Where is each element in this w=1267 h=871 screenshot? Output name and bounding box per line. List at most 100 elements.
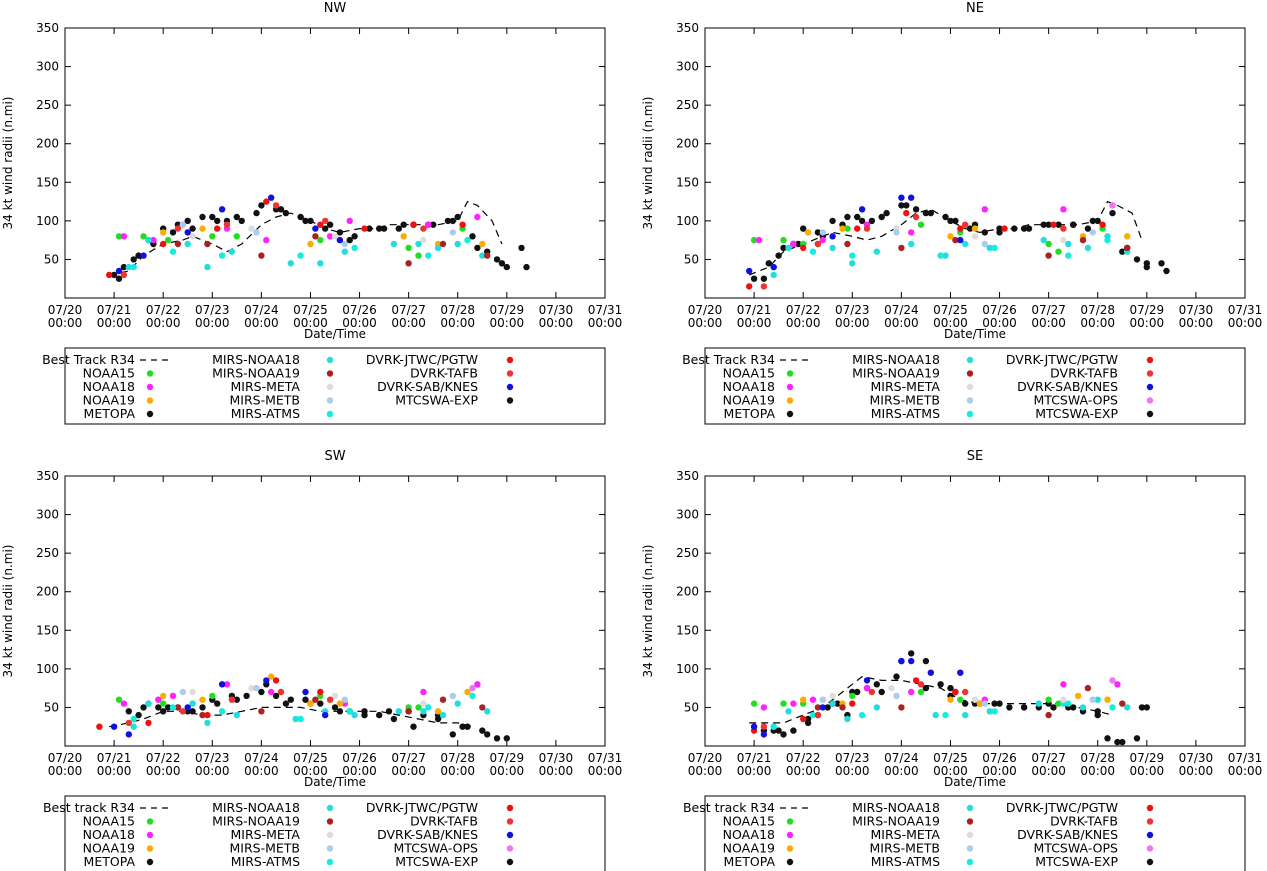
data-point bbox=[410, 723, 417, 730]
data-point bbox=[405, 260, 412, 267]
data-point bbox=[1133, 256, 1141, 263]
data-point bbox=[253, 684, 260, 692]
data-point bbox=[415, 240, 422, 248]
data-point bbox=[484, 252, 491, 259]
data-point bbox=[155, 704, 162, 711]
data-point bbox=[922, 684, 930, 692]
legend-label: MIRS-META bbox=[870, 827, 940, 842]
legend-label: DVRK-JTWC/PGTW bbox=[1006, 352, 1118, 367]
x-tick-time: 00:00 bbox=[786, 316, 821, 330]
data-point bbox=[780, 700, 787, 707]
data-point bbox=[800, 225, 807, 232]
data-point bbox=[204, 719, 211, 727]
legend-label: METOPA bbox=[84, 854, 136, 869]
data-point bbox=[981, 229, 988, 236]
legend-label: NOAA18 bbox=[723, 379, 775, 394]
data-point bbox=[775, 252, 782, 259]
data-point bbox=[912, 206, 920, 213]
data-point bbox=[1060, 236, 1067, 244]
data-point bbox=[135, 711, 142, 719]
data-point bbox=[844, 225, 851, 232]
data-point bbox=[1094, 708, 1101, 715]
data-point bbox=[849, 700, 856, 707]
data-point bbox=[160, 708, 167, 715]
y-tick-label: 50 bbox=[44, 252, 59, 266]
data-point bbox=[336, 700, 344, 707]
data-point bbox=[1055, 700, 1062, 707]
x-tick-date: 07/29 bbox=[490, 751, 525, 765]
legend-label: MIRS-METB bbox=[230, 393, 301, 408]
data-point bbox=[189, 233, 196, 240]
data-point bbox=[858, 217, 866, 225]
data-point bbox=[272, 677, 280, 684]
data-point bbox=[1070, 221, 1077, 228]
data-point bbox=[223, 221, 231, 228]
data-point bbox=[420, 708, 427, 715]
legend-label: NOAA19 bbox=[723, 393, 775, 408]
data-point bbox=[888, 684, 895, 692]
legend-label: MTCSWA-EXP bbox=[1035, 406, 1118, 421]
legend-label: NOAA15 bbox=[83, 366, 135, 381]
data-point bbox=[996, 700, 1003, 707]
legend-symbol bbox=[786, 858, 794, 866]
x-tick-time: 00:00 bbox=[933, 764, 968, 778]
data-point bbox=[981, 700, 988, 707]
data-point bbox=[898, 194, 905, 201]
data-point bbox=[1050, 704, 1057, 711]
data-point bbox=[493, 735, 501, 742]
x-tick-time: 00:00 bbox=[244, 316, 279, 330]
data-point bbox=[361, 225, 368, 232]
data-point bbox=[991, 708, 998, 715]
legend-symbol bbox=[786, 370, 794, 377]
data-point bbox=[336, 229, 344, 236]
data-point bbox=[829, 217, 836, 225]
data-point bbox=[1124, 233, 1131, 240]
data-point bbox=[218, 681, 226, 688]
x-tick-date: 07/29 bbox=[1130, 751, 1165, 765]
data-point bbox=[829, 700, 836, 707]
data-point bbox=[474, 681, 481, 688]
data-point bbox=[1109, 209, 1116, 217]
data-point bbox=[248, 225, 255, 232]
data-point bbox=[223, 681, 231, 688]
data-point bbox=[302, 688, 309, 696]
data-point bbox=[430, 221, 437, 228]
legend-symbol bbox=[1146, 410, 1154, 418]
y-tick-label: 50 bbox=[684, 700, 699, 714]
data-point bbox=[1035, 700, 1042, 707]
data-point bbox=[981, 206, 988, 213]
data-point bbox=[908, 229, 915, 236]
data-point bbox=[893, 673, 900, 680]
x-tick-time: 00:00 bbox=[1228, 764, 1263, 778]
legend-symbol bbox=[146, 845, 154, 852]
y-tick-label: 200 bbox=[676, 585, 699, 599]
data-point bbox=[942, 711, 949, 719]
data-point bbox=[1025, 225, 1033, 232]
legend-symbol bbox=[326, 845, 334, 852]
legend-symbol bbox=[966, 831, 974, 839]
data-point bbox=[317, 688, 324, 696]
x-tick-time: 00:00 bbox=[588, 316, 623, 330]
x-tick-date: 07/28 bbox=[1080, 751, 1115, 765]
data-point bbox=[439, 240, 447, 248]
x-tick-date: 07/22 bbox=[146, 751, 181, 765]
data-point bbox=[233, 213, 240, 221]
data-point bbox=[420, 225, 427, 232]
data-point bbox=[868, 688, 876, 696]
data-point bbox=[326, 221, 334, 228]
legend-label: MTCSWA-EXP bbox=[1035, 854, 1118, 869]
data-point bbox=[1040, 221, 1047, 228]
data-point bbox=[420, 700, 427, 707]
legend-box bbox=[704, 795, 1246, 871]
data-point bbox=[1084, 225, 1092, 232]
data-point bbox=[844, 240, 851, 248]
x-tick-date: 07/25 bbox=[293, 303, 328, 317]
data-point bbox=[1065, 700, 1072, 707]
x-tick-date: 07/21 bbox=[737, 751, 772, 765]
x-tick-date: 07/22 bbox=[786, 303, 821, 317]
data-point bbox=[893, 229, 900, 236]
data-point bbox=[760, 275, 768, 282]
data-point bbox=[307, 217, 314, 225]
data-point bbox=[125, 708, 132, 715]
